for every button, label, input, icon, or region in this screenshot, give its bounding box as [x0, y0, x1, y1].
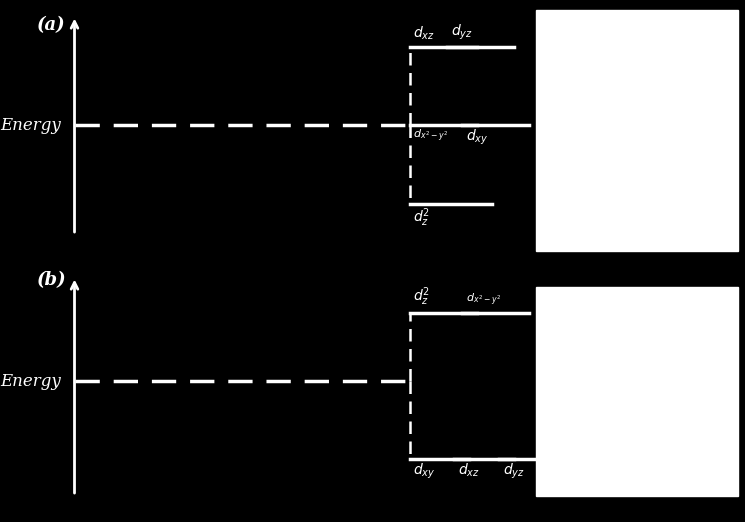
- Text: $d_{x^2-y^2}$: $d_{x^2-y^2}$: [413, 128, 448, 144]
- Text: $d_{xy}$: $d_{xy}$: [466, 128, 488, 147]
- Text: $d_{xz}$: $d_{xz}$: [458, 462, 480, 479]
- Text: $d_{yz}$: $d_{yz}$: [451, 22, 472, 42]
- Text: $d_{xz}$: $d_{xz}$: [413, 25, 435, 42]
- Text: (a): (a): [37, 16, 66, 33]
- Text: (b): (b): [37, 271, 67, 289]
- Text: $d_{yz}$: $d_{yz}$: [503, 462, 524, 481]
- Text: Energy: Energy: [0, 373, 61, 389]
- Text: $d_{x^2-y^2}$: $d_{x^2-y^2}$: [466, 292, 501, 308]
- Text: Energy: Energy: [0, 117, 61, 134]
- Bar: [536, 287, 738, 496]
- Text: $d_{xy}$: $d_{xy}$: [413, 462, 436, 481]
- Text: $d_z^2$: $d_z^2$: [413, 206, 431, 229]
- Text: $d_z^2$: $d_z^2$: [413, 286, 431, 308]
- Bar: [536, 10, 738, 251]
